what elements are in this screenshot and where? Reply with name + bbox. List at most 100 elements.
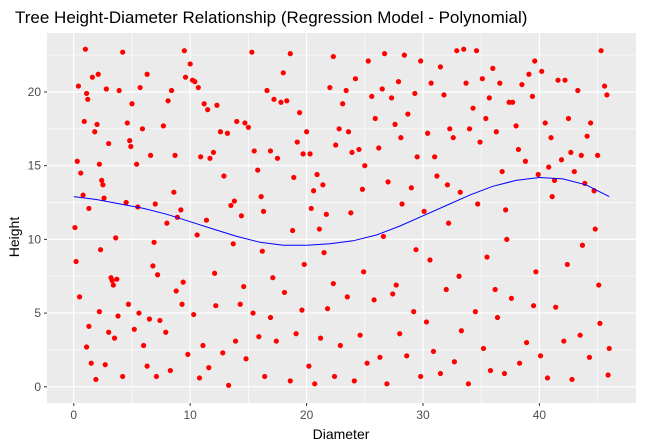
data-point [180, 279, 186, 285]
data-point [134, 161, 140, 167]
data-point [241, 283, 247, 290]
data-point [508, 295, 515, 301]
data-point [390, 291, 396, 297]
data-point [458, 328, 464, 334]
data-point [349, 149, 355, 156]
data-point [109, 278, 115, 284]
data-point [526, 71, 532, 77]
data-point [228, 202, 234, 209]
data-point [281, 289, 288, 296]
data-point [225, 382, 232, 388]
y-tick-label: 5 [34, 306, 41, 320]
data-point [385, 179, 391, 185]
data-point [351, 378, 357, 384]
y-tick-label: 10 [28, 232, 42, 246]
data-point [497, 80, 503, 86]
data-point [160, 123, 167, 129]
data-point [330, 53, 336, 60]
data-point [88, 360, 94, 366]
data-point [430, 348, 437, 355]
data-point [503, 207, 509, 213]
data-point [182, 74, 189, 80]
data-point [530, 303, 537, 309]
x-tick-label: 20 [300, 408, 314, 422]
data-point [278, 99, 284, 105]
data-point [579, 242, 586, 248]
data-point [178, 207, 184, 213]
x-tick-label: 30 [416, 408, 430, 422]
data-point [113, 235, 119, 241]
data-point [565, 115, 572, 122]
data-point [82, 46, 89, 52]
data-points [72, 46, 612, 388]
data-point [116, 87, 122, 94]
data-point [307, 151, 313, 157]
data-point [207, 155, 213, 161]
data-point [124, 120, 130, 126]
data-point [114, 276, 120, 282]
data-point [504, 236, 510, 242]
data-point [317, 335, 324, 341]
data-point [454, 48, 460, 54]
data-point [168, 87, 175, 94]
data-point [86, 323, 92, 329]
data-point [100, 182, 106, 188]
data-point [441, 92, 447, 98]
data-point [605, 372, 611, 378]
data-point [408, 185, 414, 191]
data-point [515, 146, 522, 153]
data-point [324, 306, 331, 312]
data-point [357, 332, 363, 338]
data-point [291, 174, 297, 181]
data-point [150, 263, 156, 269]
data-point [97, 247, 104, 253]
data-point [144, 363, 150, 369]
data-point [251, 148, 257, 154]
data-point [165, 98, 171, 104]
data-point [575, 87, 581, 94]
data-point [425, 130, 431, 136]
data-point [110, 282, 116, 288]
data-point [564, 261, 570, 268]
data-point [388, 95, 395, 101]
data-point [414, 154, 420, 160]
data-point [196, 375, 203, 381]
data-point [83, 344, 90, 350]
data-point [475, 201, 481, 207]
data-point [553, 304, 559, 310]
data-point [243, 356, 249, 362]
data-point [477, 139, 483, 145]
data-point [539, 68, 545, 74]
data-point [163, 329, 169, 335]
data-point [369, 93, 375, 99]
data-point [217, 129, 224, 135]
data-point [115, 313, 121, 319]
data-point [597, 320, 603, 326]
data-point [337, 342, 343, 349]
data-point [191, 311, 197, 318]
data-point [205, 107, 211, 113]
data-point [571, 168, 577, 175]
data-point [144, 71, 150, 77]
data-point [594, 152, 601, 158]
data-point [444, 182, 451, 188]
data-point [535, 171, 541, 178]
data-point [92, 129, 98, 135]
data-point [96, 161, 102, 167]
plot-panel [47, 33, 636, 403]
data-point [256, 334, 262, 340]
data-point [249, 49, 255, 55]
data-point [330, 280, 336, 287]
data-point [447, 126, 453, 132]
data-point [523, 339, 530, 346]
data-point [136, 310, 142, 316]
data-point [437, 370, 444, 377]
x-tick-label: 10 [183, 408, 197, 422]
data-point [522, 158, 529, 164]
data-point [300, 151, 306, 157]
data-point [206, 365, 212, 371]
data-point [200, 342, 206, 349]
data-point [561, 338, 567, 344]
data-point [152, 201, 158, 207]
